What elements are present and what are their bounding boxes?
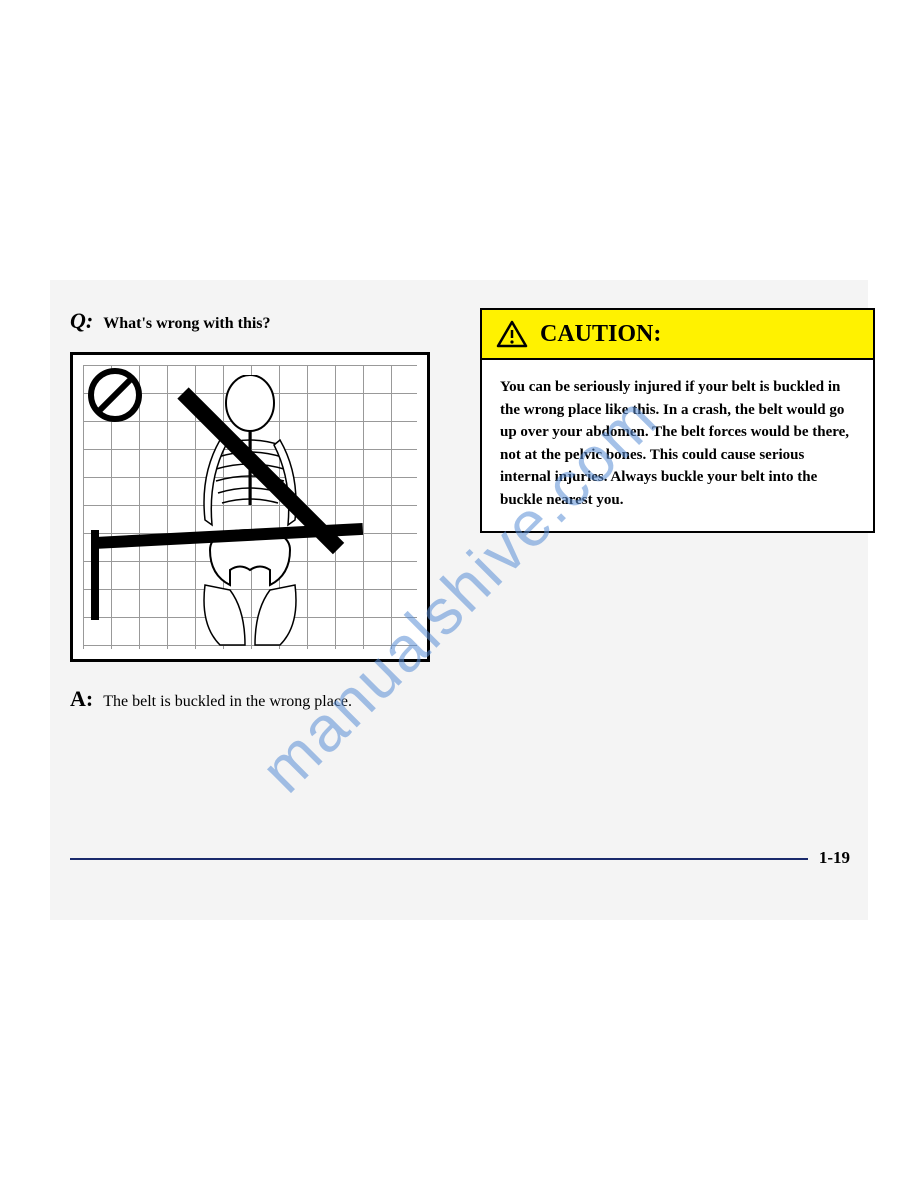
- caution-body-text: You can be seriously injured if your bel…: [482, 360, 873, 531]
- answer-letter: A:: [70, 686, 93, 712]
- right-column: CAUTION: You can be seriously injured if…: [480, 308, 875, 730]
- footer-rule: [70, 858, 808, 860]
- question-line: Q: What's wrong with this?: [70, 308, 450, 334]
- answer-text: The belt is buckled in the wrong place.: [103, 693, 352, 711]
- answer-line: A: The belt is buckled in the wrong plac…: [70, 686, 450, 712]
- prohibition-icon: [87, 367, 143, 423]
- two-column-layout: Q: What's wrong with this?: [70, 308, 848, 730]
- manual-page-content: Q: What's wrong with this?: [50, 280, 868, 920]
- illustration-wrong-belt: [70, 352, 430, 662]
- skeleton-torso-icon: [150, 375, 350, 655]
- page-number: 1-19: [819, 848, 850, 868]
- left-column: Q: What's wrong with this?: [70, 308, 450, 730]
- warning-triangle-icon: [496, 320, 528, 348]
- question-text: What's wrong with this?: [103, 315, 270, 333]
- question-letter: Q:: [70, 308, 93, 334]
- caution-box: CAUTION: You can be seriously injured if…: [480, 308, 875, 533]
- belt-tail: [91, 530, 99, 620]
- caution-title: CAUTION:: [540, 321, 661, 348]
- caution-header: CAUTION:: [482, 310, 873, 360]
